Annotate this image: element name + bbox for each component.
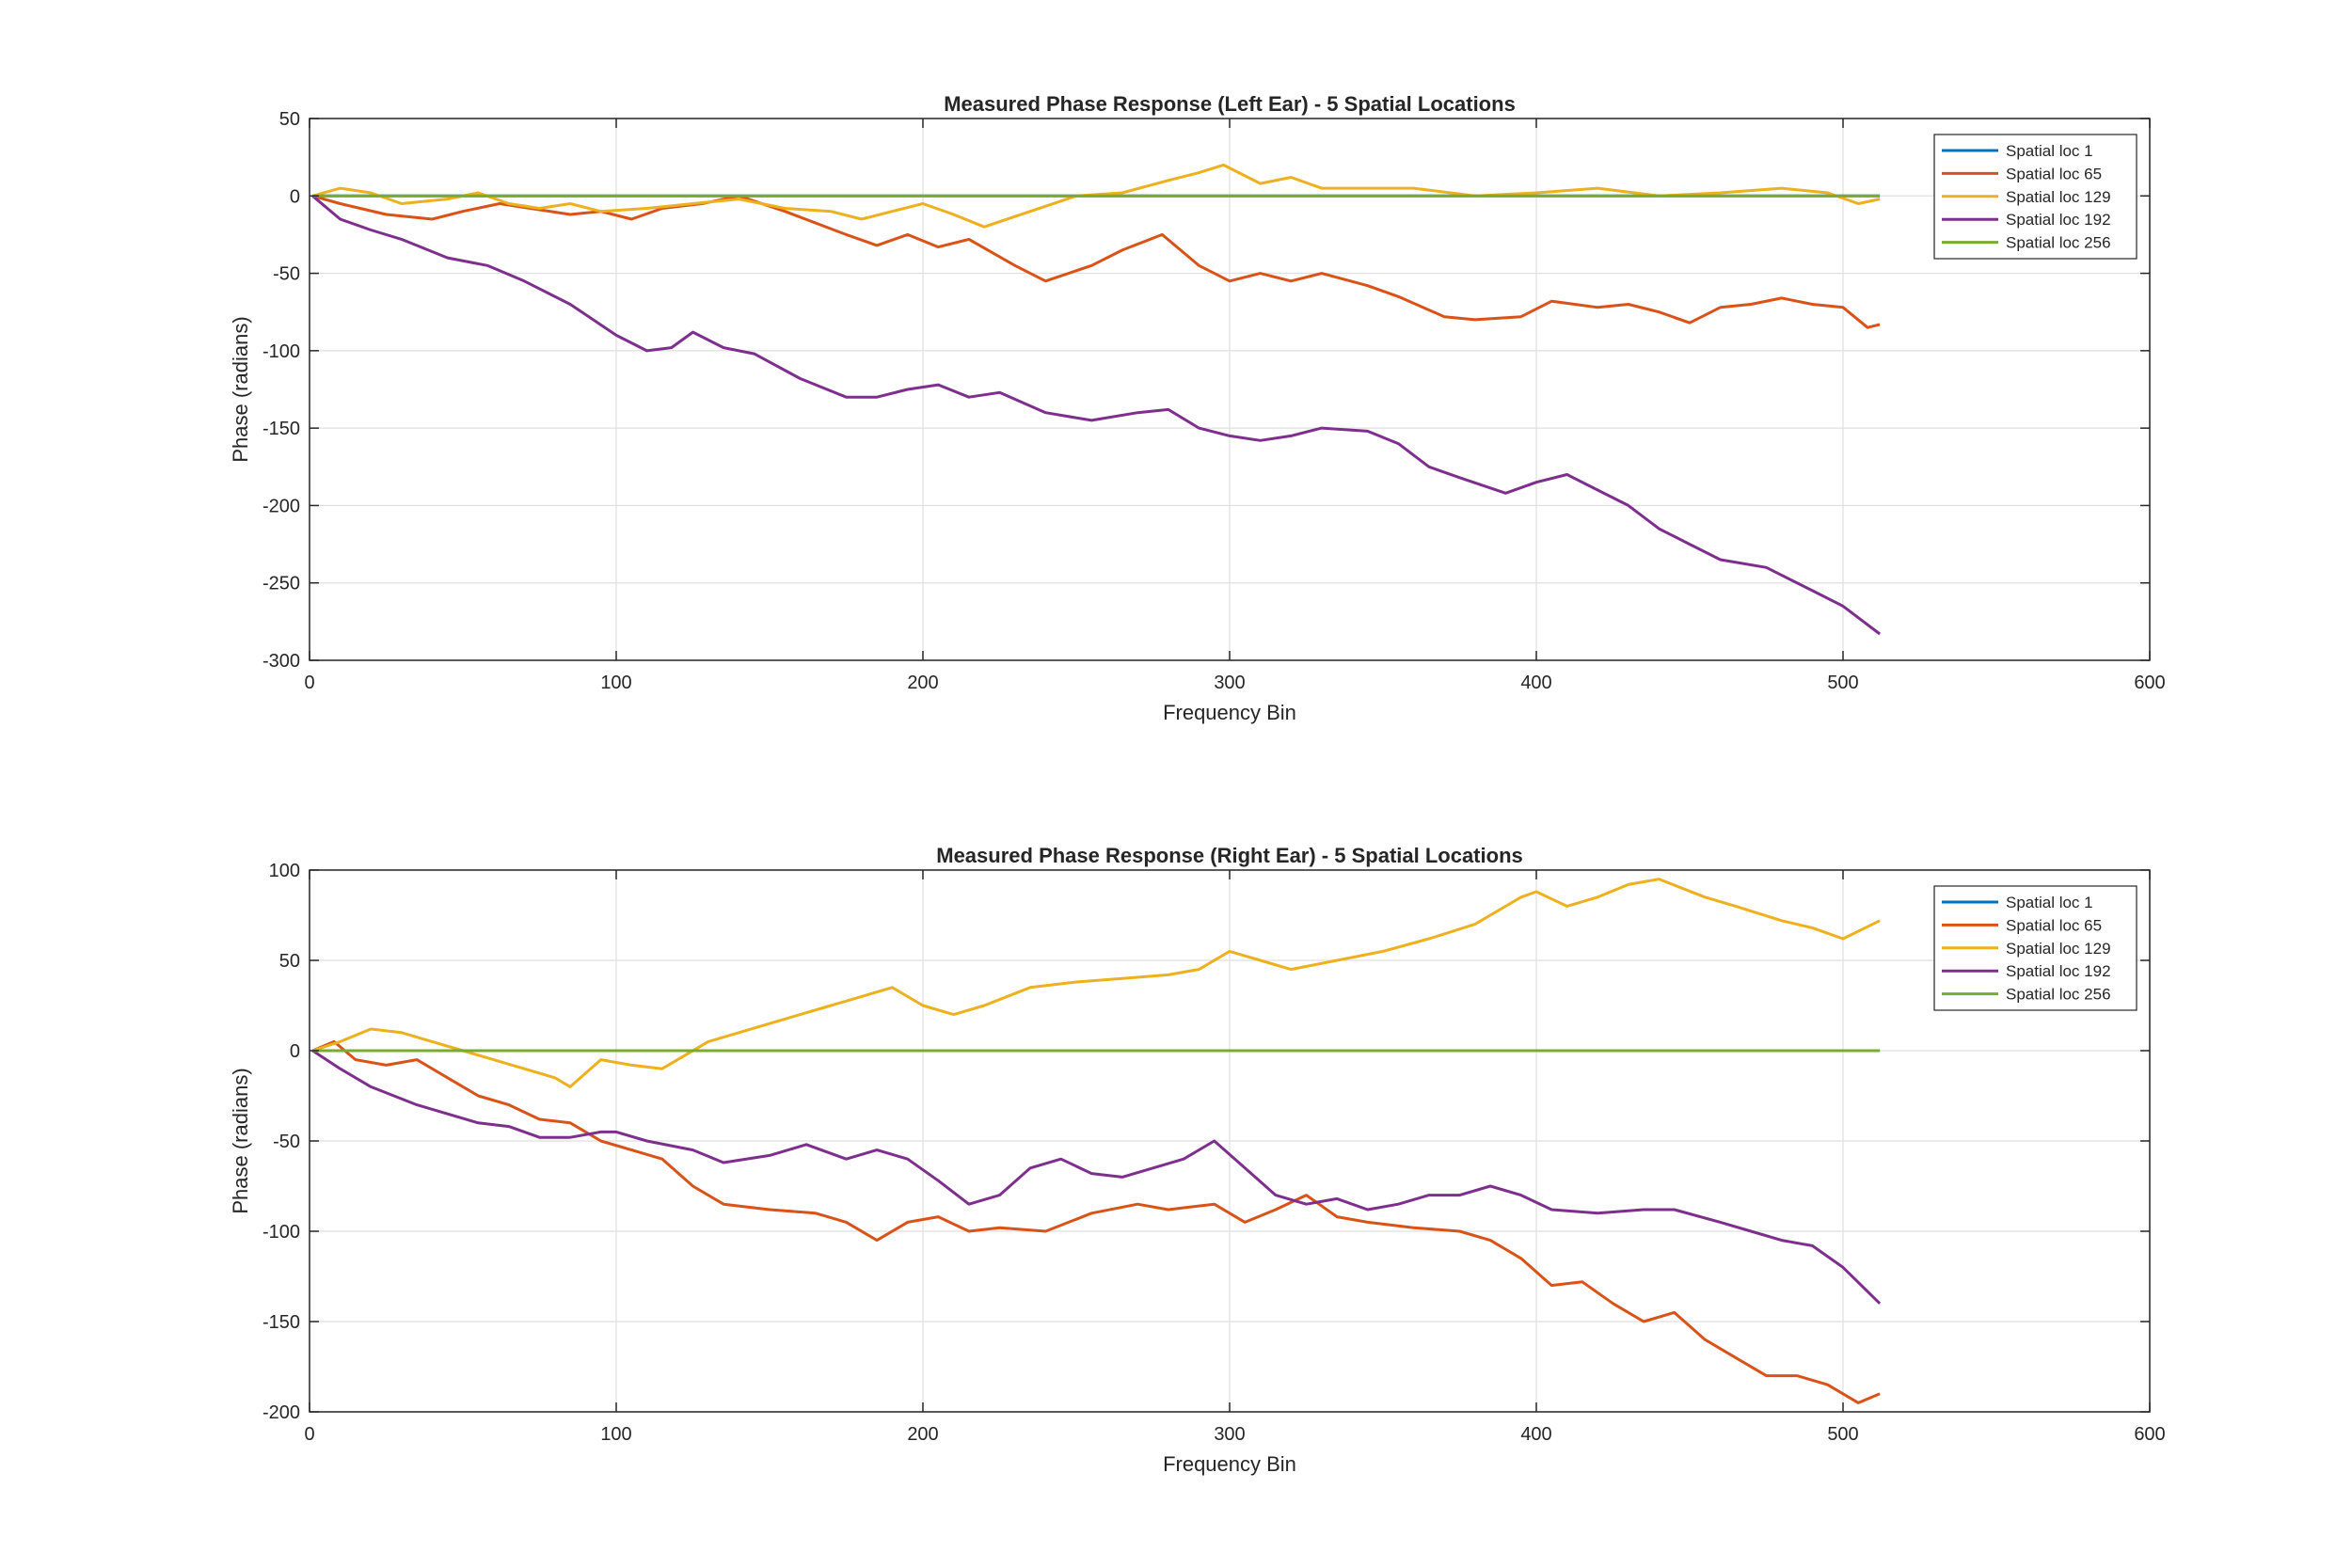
series-group [311,163,1882,636]
y-tick-label: 100 [269,861,300,881]
y-tick-label: -50 [273,1132,300,1152]
series-line-spatial-loc-129 [311,163,1881,229]
series-line-spatial-loc-192 [311,195,1882,636]
x-tick-label: 500 [1827,673,1858,693]
x-tick-label: 100 [600,1424,631,1445]
legend-label: Spatial loc 65 [2006,165,2102,182]
legend-label: Spatial loc 129 [2006,188,2111,206]
legend-label: Spatial loc 65 [2006,916,2102,934]
legend-item: Spatial loc 129 [1942,188,2111,206]
x-axis-label: Frequency Bin [1163,1452,1296,1476]
legend-label: Spatial loc 1 [2006,894,2093,911]
chart-title: Measured Phase Response (Left Ear) - 5 S… [944,92,1516,116]
legend-item: Spatial loc 65 [1942,916,2102,934]
x-tick-label: 100 [600,673,631,693]
legend-item: Spatial loc 1 [1942,142,2093,160]
plots-container: 0 100 200 300 400 500 600-300-250-200-150-100-… [229,92,2166,1476]
ticks: 0 100 200 300 400 500 600 -200 -150 -100 -50 0 50 100 [262,861,2166,1445]
y-tick-label: -150 [262,419,300,439]
legend-label: Spatial loc 256 [2006,234,2111,252]
series-line-spatial-loc-65 [311,194,1881,329]
legend: Spatial loc 1 Spatial loc 65 Spatial loc 1… [1933,885,2137,1011]
chart-2: 0 100 200 300 400 500 600 -200 -150 -100 -50 0 50 100… [229,844,2166,1476]
x-tick-label: 200 [907,1424,938,1445]
series-line-spatial-loc-192 [311,1049,1882,1305]
legend-label: Spatial loc 1 [2006,142,2093,160]
x-tick-label: 400 [1520,1424,1551,1445]
y-tick-label: -300 [262,651,300,672]
legend-item: Spatial loc 192 [1942,211,2111,229]
legend-label: Spatial loc 129 [2006,940,2111,958]
x-tick-label: 600 [2134,673,2165,693]
chart-title: Measured Phase Response (Right Ear) - 5 … [936,844,1523,867]
y-tick-label: -200 [262,496,300,516]
x-tick-label: 300 [1214,673,1245,693]
legend-item: Spatial loc 129 [1942,940,2111,958]
y-axis-label: Phase (radians) [229,316,252,462]
y-tick-label: 50 [279,951,300,972]
y-tick-label: -200 [262,1402,300,1423]
y-tick-label: 50 [279,109,300,130]
y-axis-label: Phase (radians) [229,1068,252,1213]
legend-label: Spatial loc 256 [2006,986,2111,1004]
x-tick-label: 600 [2134,1424,2165,1445]
x-tick-label: 400 [1520,673,1551,693]
series-line-spatial-loc-129 [311,878,1881,1088]
x-axis-label: Frequency Bin [1163,701,1296,724]
legend-item: Spatial loc 256 [1942,234,2111,252]
y-tick-label: -150 [262,1312,300,1333]
y-tick-label: 0 [290,186,300,207]
y-tick-label: -100 [262,1222,300,1243]
x-tick-label: 0 [304,673,314,693]
x-tick-label: 200 [907,673,938,693]
legend-label: Spatial loc 192 [2006,211,2111,229]
x-tick-label: 300 [1214,1424,1245,1445]
y-tick-label: -50 [273,264,300,285]
y-tick-label: 0 [290,1041,300,1062]
legend-item: Spatial loc 192 [1942,962,2111,980]
legend-item: Spatial loc 1 [1942,894,2093,911]
series-line-spatial-loc-65 [311,1039,1881,1404]
ticks: 0 100 200 300 400 500 600-300-250-200-150-100-… [262,109,2166,693]
x-tick-label: 0 [304,1424,314,1445]
y-tick-label: -100 [262,341,300,362]
chart-1: 0 100 200 300 400 500 600-300-250-200-150-100-… [229,92,2166,724]
series-group [311,878,1882,1404]
legend-item: Spatial loc 65 [1942,165,2102,182]
y-tick-label: -250 [262,574,300,594]
legend-item: Spatial loc 256 [1942,986,2111,1004]
legend-label: Spatial loc 192 [2006,962,2111,980]
legend: Spatial loc 1 Spatial loc 65 Spatial loc 1… [1933,134,2137,260]
x-tick-label: 500 [1827,1424,1858,1445]
